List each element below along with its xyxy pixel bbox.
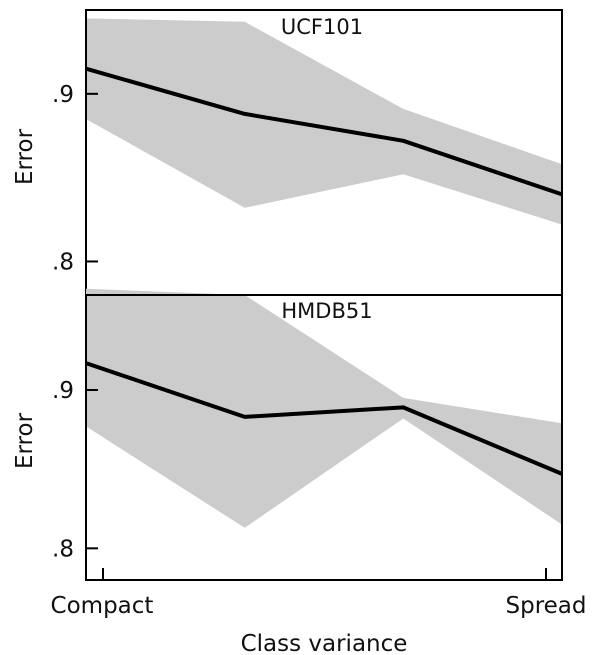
series-polyline (85, 66, 563, 197)
series-polyline (85, 361, 563, 476)
y-tick-label: .9 (52, 378, 74, 404)
panel-title: UCF101 (281, 15, 363, 39)
x-axis-label: Class variance (241, 631, 408, 655)
confidence-band (86, 288, 562, 528)
confidence-band (86, 18, 562, 225)
y-ticks: .8 .9 (52, 82, 98, 275)
y-tick-label: .8 (52, 536, 74, 562)
series-line (85, 361, 563, 476)
y-ticks: .8 .9 (52, 378, 98, 562)
plot-frame (85, 294, 563, 581)
y-tick-label: .8 (52, 249, 74, 275)
band-area (86, 288, 562, 528)
y-axis-label: Error (12, 128, 38, 185)
y-tick-label: .9 (52, 82, 74, 108)
panel-hmdb51: .8 .9 HMDB51 Error (12, 288, 563, 581)
panel-title: HMDB51 (281, 299, 372, 323)
series-line (85, 66, 563, 197)
y-axis-label: Error (12, 412, 38, 469)
panel-ucf101: .8 .9 UCF101 Error (12, 9, 563, 296)
x-tick-label-spread: Spread (506, 593, 587, 619)
band-area (86, 18, 562, 225)
x-tick-label-compact: Compact (51, 593, 154, 619)
